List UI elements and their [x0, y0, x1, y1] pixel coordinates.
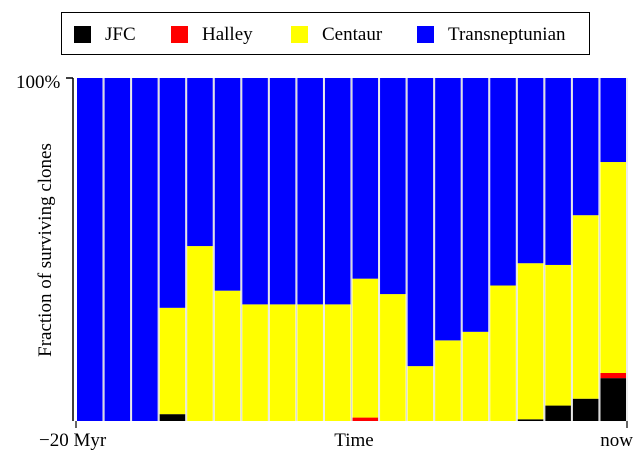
bar-centaur-13	[407, 366, 434, 421]
x-tick-label-start: −20 Myr	[39, 430, 107, 451]
bar-jfc-19	[572, 398, 599, 421]
bar-centaur-4	[159, 307, 186, 415]
bar-transneptunian-5	[187, 78, 213, 247]
bar-transneptunian-3	[132, 78, 158, 421]
bar-centaur-11	[352, 278, 379, 418]
legend-label-transneptunian: Transneptunian	[448, 23, 566, 45]
bar-transneptunian-2	[104, 78, 131, 421]
bar-jfc-18	[545, 405, 571, 421]
bar-transneptunian-7	[242, 78, 268, 305]
legend-item-halley: Halley	[171, 13, 253, 56]
legend-item-transneptunian: Transneptunian	[417, 13, 566, 56]
bar-centaur-5	[187, 246, 213, 421]
legend-swatch-centaur	[291, 26, 308, 43]
bar-transneptunian-8	[269, 78, 296, 305]
legend-label-jfc: JFC	[105, 23, 136, 45]
bar-centaur-16	[490, 285, 516, 421]
bar-centaur-6	[214, 290, 241, 421]
bars-group	[77, 78, 628, 422]
bar-centaur-9	[297, 304, 323, 421]
bar-transneptunian-16	[490, 78, 516, 286]
bar-transneptunian-19	[572, 78, 599, 216]
bar-transneptunian-9	[297, 78, 323, 305]
x-axis-title: Time	[334, 430, 373, 451]
bar-centaur-12	[380, 294, 406, 421]
bar-transneptunian-11	[352, 78, 379, 279]
legend-swatch-transneptunian	[417, 26, 434, 43]
legend-label-centaur: Centaur	[322, 23, 383, 45]
bar-centaur-15	[462, 331, 489, 421]
bar-halley-11	[352, 417, 379, 421]
bar-jfc-20	[600, 378, 626, 422]
bar-transneptunian-6	[214, 78, 241, 291]
bar-transneptunian-17	[517, 78, 544, 264]
legend: JFC Halley Centaur Transneptunian	[61, 12, 590, 55]
bar-centaur-20	[600, 162, 626, 373]
bar-transneptunian-10	[324, 78, 351, 305]
bar-centaur-14	[435, 340, 461, 421]
bar-transneptunian-13	[407, 78, 434, 367]
legend-item-centaur: Centaur	[291, 13, 382, 56]
legend-swatch-halley	[171, 26, 188, 43]
bar-centaur-19	[572, 215, 599, 399]
bar-jfc-4	[159, 414, 186, 421]
bar-centaur-8	[269, 304, 296, 421]
bar-jfc-17	[517, 419, 544, 422]
bar-transneptunian-12	[380, 78, 406, 295]
bar-centaur-17	[517, 263, 544, 420]
bar-transneptunian-15	[462, 78, 489, 332]
y-tick-label-100: 100%	[16, 72, 61, 93]
bar-centaur-18	[545, 264, 571, 406]
bar-halley-20	[600, 372, 626, 379]
bar-centaur-7	[242, 304, 268, 421]
bar-transneptunian-18	[545, 78, 571, 265]
x-tick-label-end: now	[600, 430, 633, 451]
bar-transneptunian-1	[77, 78, 103, 421]
bar-centaur-10	[324, 304, 351, 421]
legend-swatch-jfc	[74, 26, 91, 43]
legend-item-jfc: JFC	[74, 13, 136, 56]
bar-transneptunian-4	[159, 78, 186, 308]
bar-transneptunian-20	[600, 78, 626, 163]
y-axis-title: Fraction of surviving clones	[35, 143, 56, 357]
legend-label-halley: Halley	[202, 23, 253, 45]
bar-transneptunian-14	[435, 78, 461, 341]
